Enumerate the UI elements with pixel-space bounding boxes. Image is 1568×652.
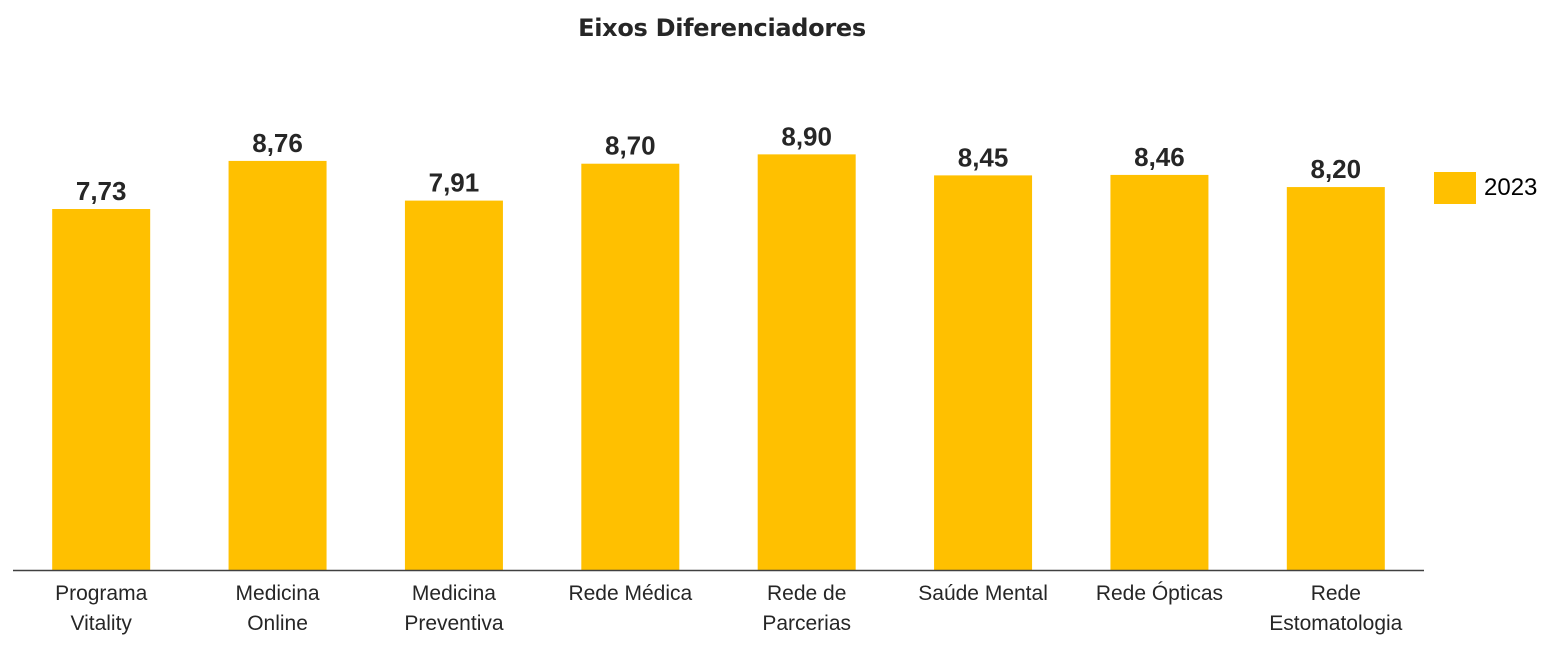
category-label-0-line-1: Vitality — [70, 612, 132, 635]
category-label-4-line-0: Rede de — [767, 582, 846, 605]
chart-title: Eixos Diferenciadores — [578, 14, 866, 42]
bar-value-label-4: 8,90 — [781, 121, 832, 151]
legend-swatch — [1434, 172, 1476, 204]
category-label-1-line-1: Online — [247, 612, 308, 635]
bar-1 — [228, 160, 327, 570]
value-labels-layer: 7,73 8,76 7,91 8,70 8,90 8,45 8,46 8,20 — [76, 121, 1361, 206]
bars-layer — [52, 154, 1385, 570]
category-label-2-line-1: Preventiva — [404, 612, 504, 635]
bar-4 — [757, 154, 856, 570]
bar-value-label-6: 8,46 — [1134, 142, 1185, 172]
bar-6 — [1110, 174, 1209, 570]
bar-value-label-7: 8,20 — [1311, 154, 1362, 184]
category-label-2-line-0: Medicina — [412, 582, 496, 605]
category-label-7-line-0: Rede — [1311, 582, 1361, 605]
legend: 2023 — [1434, 172, 1537, 204]
bar-value-label-1: 8,76 — [252, 128, 303, 158]
category-label-4-line-1: Parcerias — [762, 612, 851, 635]
category-label-0-line-0: Programa — [55, 582, 148, 605]
bar-value-label-5: 8,45 — [958, 142, 1009, 172]
legend-label: 2023 — [1484, 174, 1538, 201]
category-label-1-line-0: Medicina — [236, 582, 320, 605]
category-label-7-line-1: Estomatologia — [1269, 612, 1402, 635]
bar-3 — [581, 163, 680, 570]
bar-value-label-2: 7,91 — [429, 168, 480, 198]
category-labels-layer: Programa Vitality Medicina Online Medicina Pr… — [55, 582, 1403, 635]
category-label-6-line-0: Rede Ópticas — [1096, 582, 1223, 605]
bar-value-label-3: 8,70 — [605, 131, 656, 161]
category-label-5-line-0: Saúde Mental — [918, 582, 1048, 605]
bar-0 — [52, 209, 151, 570]
bar-5 — [934, 175, 1033, 570]
bar-7 — [1286, 187, 1385, 570]
bar-2 — [404, 200, 503, 570]
category-label-3-line-0: Rede Médica — [568, 582, 692, 605]
bar-value-label-0: 7,73 — [76, 176, 127, 206]
